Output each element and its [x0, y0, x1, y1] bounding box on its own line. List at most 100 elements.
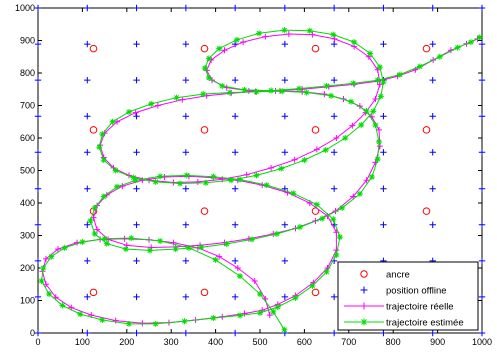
offline-point-83 — [429, 221, 436, 228]
estimee-point-56 — [368, 174, 375, 180]
offline-point-25 — [133, 149, 140, 156]
offline-point-14 — [84, 185, 91, 192]
estimee-point-15 — [59, 302, 66, 309]
offline-point-85 — [429, 149, 436, 156]
estimee-point-55 — [356, 190, 363, 197]
estimee-point-80 — [228, 177, 235, 184]
offline-point-97 — [478, 76, 486, 84]
estimee-point-34 — [237, 176, 244, 183]
offline-point-75 — [380, 149, 387, 156]
reelle-point-100 — [221, 47, 228, 54]
estimee-point-42 — [87, 217, 94, 224]
x-tick-label-5: 500 — [252, 337, 267, 347]
offline-point-28 — [133, 40, 140, 48]
reelle-point-57 — [363, 177, 370, 184]
estimee-point-75 — [112, 167, 119, 174]
estimee-point-28 — [333, 252, 340, 258]
offline-point-61 — [330, 293, 338, 301]
estimee-point-96 — [256, 30, 263, 37]
reelle-point-60 — [375, 126, 382, 133]
estimee-point-37 — [157, 173, 164, 180]
reelle-point-64 — [321, 91, 328, 98]
estimee-point-113 — [467, 39, 474, 46]
estimee-point-88 — [377, 93, 384, 100]
estimee-point-82 — [278, 165, 285, 172]
series-ancre — [89, 44, 431, 297]
estimee-point-105 — [296, 85, 303, 92]
estimee-point-58 — [375, 138, 382, 145]
offline-point-57 — [281, 76, 289, 84]
offline-point-74 — [380, 185, 387, 192]
offline-point-22 — [133, 257, 140, 265]
estimee-point-95 — [281, 27, 288, 34]
offline-point-1 — [34, 293, 42, 301]
estimee-point-91 — [367, 50, 374, 57]
estimee-point-60 — [363, 108, 370, 115]
reelle-point-70 — [179, 96, 186, 103]
reelle-point-88 — [349, 122, 356, 129]
offline-point-59 — [281, 4, 289, 12]
offline-point-87 — [429, 76, 436, 84]
estimee-point-26 — [309, 282, 316, 289]
reelle-point-45 — [105, 236, 112, 243]
estimee-point-36 — [183, 172, 190, 179]
y-tick-label-0: 0 — [30, 328, 35, 338]
anchor-point-2 — [311, 288, 320, 297]
offline-point-0 — [34, 329, 42, 337]
offline-point-3 — [34, 221, 42, 228]
estimee-point-16 — [77, 311, 84, 318]
offline-point-11 — [84, 293, 91, 301]
estimee-point-90 — [376, 64, 383, 71]
reelle-point-99 — [240, 39, 247, 46]
reelle-point-4 — [216, 253, 223, 260]
estimee-point-21 — [210, 315, 217, 322]
estimee-point-52 — [296, 224, 303, 231]
offline-point-29 — [133, 4, 140, 12]
offline-point-19 — [84, 4, 91, 12]
offline-point-41 — [231, 293, 239, 301]
reelle-point-2 — [251, 278, 258, 284]
anchor-point-12 — [89, 44, 98, 53]
y-tick-label-5: 500 — [20, 166, 35, 176]
legend-label-position-offline: position offline — [386, 286, 447, 297]
offline-point-34 — [182, 185, 190, 192]
estimee-point-17 — [99, 317, 106, 323]
estimee-point-77 — [152, 178, 159, 185]
offline-point-4 — [34, 185, 42, 192]
offline-point-31 — [182, 293, 190, 301]
estimee-point-101 — [205, 74, 212, 81]
estimee-point-92 — [351, 39, 358, 46]
offline-point-53 — [281, 221, 289, 228]
anchor-point-11 — [422, 126, 431, 134]
reelle-point-81 — [194, 178, 201, 185]
estimee-point-94 — [306, 27, 313, 34]
x-tick-label-6: 600 — [297, 337, 312, 347]
estimee-point-68 — [173, 94, 180, 101]
estimee-point-49 — [223, 240, 230, 247]
estimee-point-43 — [91, 230, 98, 237]
offline-point-65 — [330, 149, 338, 156]
reelle-point-90 — [372, 96, 379, 102]
estimee-point-107 — [350, 80, 357, 87]
anchor-point-13 — [200, 44, 209, 53]
estimee-point-99 — [205, 55, 212, 62]
reelle-point-59 — [376, 143, 383, 150]
x-tick-label-0: 0 — [35, 337, 40, 347]
reelle-point-0 — [266, 312, 273, 319]
reelle-point-87 — [333, 135, 340, 141]
offline-point-95 — [478, 149, 486, 156]
legend-entry-trajectoire-reelle: trajectoire réelle — [344, 302, 454, 313]
anchor-point-15 — [422, 44, 431, 53]
estimee-point-13 — [38, 278, 45, 284]
legend-label-ancre: ancre — [386, 270, 410, 281]
estimee-point-65 — [253, 88, 260, 95]
offline-point-44 — [231, 185, 239, 192]
estimee-point-6 — [157, 238, 164, 245]
estimee-point-54 — [339, 204, 346, 211]
anchor-point-5 — [200, 207, 209, 215]
legend-entry-trajectoire-estimee: trajectoire estimée — [344, 318, 464, 329]
y-tick-label-10: 1000 — [15, 3, 35, 13]
offline-point-73 — [380, 221, 387, 228]
reelle-point-112 — [412, 66, 419, 73]
